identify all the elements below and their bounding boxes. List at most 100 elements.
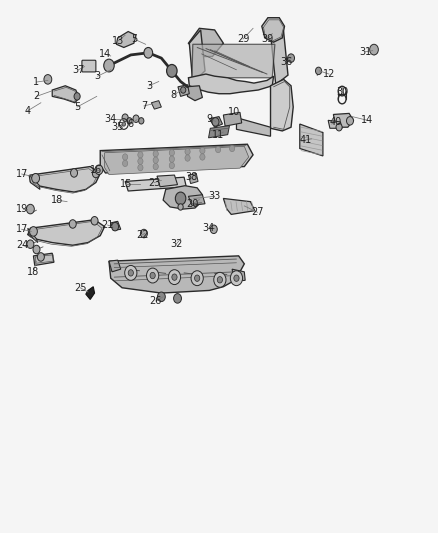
Text: 36: 36 xyxy=(281,57,293,67)
Text: 25: 25 xyxy=(74,283,86,293)
Text: 40: 40 xyxy=(330,117,342,127)
Circle shape xyxy=(138,165,143,171)
Polygon shape xyxy=(157,175,177,187)
Circle shape xyxy=(128,270,134,276)
Circle shape xyxy=(27,240,34,248)
Polygon shape xyxy=(188,195,205,205)
Polygon shape xyxy=(237,118,271,136)
Circle shape xyxy=(200,148,205,154)
Text: 15: 15 xyxy=(120,179,133,189)
Text: 5: 5 xyxy=(131,34,137,44)
Text: 14: 14 xyxy=(361,115,374,125)
Text: 32: 32 xyxy=(170,239,182,249)
Circle shape xyxy=(185,155,190,161)
Text: 6: 6 xyxy=(128,119,134,129)
Text: 26: 26 xyxy=(149,296,162,306)
Polygon shape xyxy=(163,185,202,209)
Text: 31: 31 xyxy=(359,47,371,56)
Polygon shape xyxy=(272,31,288,85)
Polygon shape xyxy=(86,287,95,300)
Text: 39: 39 xyxy=(261,34,273,44)
Text: 16: 16 xyxy=(90,165,102,175)
Circle shape xyxy=(112,222,119,231)
Text: 38: 38 xyxy=(186,172,198,182)
Circle shape xyxy=(71,168,78,177)
Circle shape xyxy=(153,151,158,157)
Circle shape xyxy=(104,59,114,72)
Text: 8: 8 xyxy=(170,90,176,100)
Polygon shape xyxy=(100,144,253,173)
Polygon shape xyxy=(328,120,342,128)
Polygon shape xyxy=(111,221,121,230)
Polygon shape xyxy=(28,220,105,245)
Circle shape xyxy=(127,118,132,124)
Circle shape xyxy=(169,156,174,163)
Circle shape xyxy=(133,115,139,123)
Circle shape xyxy=(175,192,186,205)
Circle shape xyxy=(168,270,180,285)
Text: 2: 2 xyxy=(33,91,39,101)
Polygon shape xyxy=(271,79,293,131)
Polygon shape xyxy=(178,85,189,96)
Circle shape xyxy=(138,158,143,165)
Text: 18: 18 xyxy=(27,267,39,277)
Polygon shape xyxy=(262,18,285,42)
Circle shape xyxy=(169,163,174,168)
Text: 20: 20 xyxy=(187,199,199,209)
Polygon shape xyxy=(209,117,223,127)
Circle shape xyxy=(234,275,239,281)
Circle shape xyxy=(26,204,34,214)
Circle shape xyxy=(95,165,103,174)
Circle shape xyxy=(217,277,223,283)
Text: 3: 3 xyxy=(146,81,152,91)
Polygon shape xyxy=(28,228,38,243)
Text: 29: 29 xyxy=(237,34,249,44)
Polygon shape xyxy=(300,124,323,156)
Circle shape xyxy=(180,87,186,93)
Polygon shape xyxy=(109,256,244,293)
Polygon shape xyxy=(333,114,353,127)
Polygon shape xyxy=(189,30,205,83)
Text: 33: 33 xyxy=(208,191,221,201)
Text: 9: 9 xyxy=(206,114,212,124)
Circle shape xyxy=(173,294,181,303)
Text: 5: 5 xyxy=(74,102,80,112)
Text: 18: 18 xyxy=(50,195,63,205)
Circle shape xyxy=(169,150,174,156)
Circle shape xyxy=(157,292,165,302)
Polygon shape xyxy=(105,147,249,174)
Text: 34: 34 xyxy=(202,223,214,233)
Text: 11: 11 xyxy=(212,130,224,140)
Polygon shape xyxy=(208,126,230,138)
Polygon shape xyxy=(188,74,274,94)
Circle shape xyxy=(33,245,40,254)
Text: 22: 22 xyxy=(136,230,149,240)
Circle shape xyxy=(144,47,152,58)
Text: 17: 17 xyxy=(15,224,28,235)
Circle shape xyxy=(185,149,190,155)
Text: 13: 13 xyxy=(112,36,124,46)
Circle shape xyxy=(37,253,44,261)
Circle shape xyxy=(123,160,128,166)
Circle shape xyxy=(230,271,243,286)
Circle shape xyxy=(153,164,158,169)
Text: 12: 12 xyxy=(323,69,335,79)
Polygon shape xyxy=(186,86,202,101)
Polygon shape xyxy=(223,198,255,214)
Polygon shape xyxy=(125,177,186,191)
Circle shape xyxy=(212,118,219,126)
Circle shape xyxy=(150,272,155,279)
Circle shape xyxy=(125,265,137,280)
Circle shape xyxy=(91,216,98,225)
Circle shape xyxy=(32,173,39,183)
Text: 37: 37 xyxy=(72,65,85,75)
Circle shape xyxy=(69,220,76,228)
Polygon shape xyxy=(52,86,79,103)
Circle shape xyxy=(147,268,159,283)
Polygon shape xyxy=(109,260,121,272)
Circle shape xyxy=(230,146,235,152)
Polygon shape xyxy=(151,101,161,109)
Circle shape xyxy=(178,204,183,210)
Text: 27: 27 xyxy=(251,207,264,217)
Polygon shape xyxy=(188,173,198,183)
